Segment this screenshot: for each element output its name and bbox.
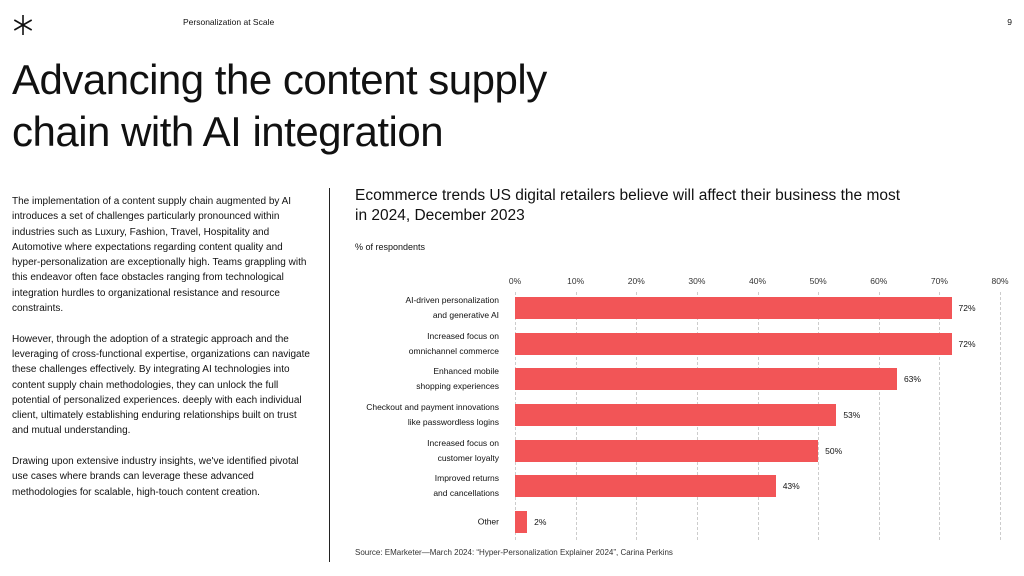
value-label: 72% xyxy=(958,302,976,313)
category-label: Increased focus on customer loyalty xyxy=(427,437,499,463)
value-label: 2% xyxy=(534,517,547,528)
value-label: 63% xyxy=(903,374,921,385)
grid-line xyxy=(939,292,941,540)
category-label: Enhanced mobile shopping experiences xyxy=(416,366,499,392)
x-tick-label: 0% xyxy=(508,276,522,286)
x-tick-label: 30% xyxy=(688,276,706,286)
x-tick-label: 60% xyxy=(870,276,888,286)
x-tick-label: 80% xyxy=(991,276,1009,286)
grid-line xyxy=(878,292,880,540)
x-tick-label: 10% xyxy=(567,276,585,286)
logo xyxy=(13,15,33,35)
category-label: Improved returns and cancellations xyxy=(433,473,499,499)
category-label: AI-driven personalization and generative… xyxy=(405,294,499,320)
source: Source: EMarketer—March 2024: “Hyper-Per… xyxy=(355,548,673,557)
value-label: 50% xyxy=(825,445,843,456)
chart-subtitle: % of respondents xyxy=(355,242,426,252)
bar xyxy=(515,475,776,498)
value-label: 43% xyxy=(782,481,800,492)
category-label: Increased focus on omnichannel commerce xyxy=(408,330,499,356)
bar xyxy=(515,404,837,426)
chart-title: Ecommerce trends US digital retailers be… xyxy=(355,187,901,224)
page-title: Advancing the content supply chain with … xyxy=(12,56,547,155)
x-tick-label: 70% xyxy=(930,276,948,286)
bar xyxy=(515,511,528,534)
grid-line xyxy=(1000,292,1001,540)
x-tick-label: 20% xyxy=(627,276,645,286)
bar xyxy=(515,368,897,391)
body-text: The implementation of a content supply c… xyxy=(12,194,310,515)
bar xyxy=(515,332,952,355)
x-tick-label: 50% xyxy=(809,276,827,286)
bar xyxy=(515,439,819,462)
paragraph: Drawing upon extensive industry insights… xyxy=(12,456,299,498)
divider xyxy=(329,188,330,562)
value-label: 53% xyxy=(843,410,861,420)
x-tick-label: 40% xyxy=(748,276,767,286)
value-label: 72% xyxy=(958,338,976,349)
paragraph: However, through the adoption of a strat… xyxy=(12,333,310,437)
paragraph: The implementation of a content supply c… xyxy=(12,196,307,315)
category-label: Checkout and payment innovations like pa… xyxy=(366,402,499,427)
page-number: 9 xyxy=(1007,17,1012,27)
bar xyxy=(515,296,952,319)
section-name: Personalization at Scale xyxy=(183,17,275,27)
category-label: Other xyxy=(477,516,499,527)
